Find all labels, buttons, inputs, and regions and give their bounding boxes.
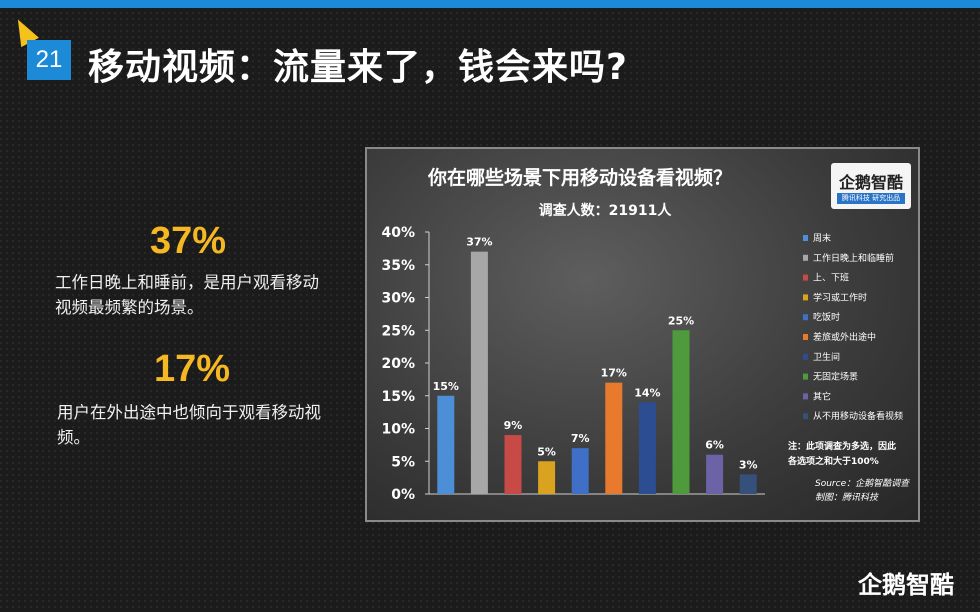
bar-value-label: 5%: [537, 445, 556, 458]
bar-value-label: 7%: [571, 432, 590, 445]
bar: [739, 474, 757, 494]
bar: [638, 402, 656, 494]
stat-value-1: 37%: [149, 220, 227, 262]
stat-text-1: 工作日晚上和睡前，是用户观看移动视频最频繁的场景。: [55, 273, 319, 317]
page-title: 移动视频：流量来了，钱会来吗?: [88, 47, 628, 88]
legend-label: 工作日晚上和临睡前: [813, 252, 894, 264]
legend-label: 从不用移动设备看视频: [813, 410, 903, 422]
page-number: 21: [27, 40, 71, 80]
y-tick-label: 30%: [381, 291, 415, 307]
bar: [605, 382, 623, 494]
y-tick-label: 10%: [381, 422, 415, 438]
chart-note-line-1: 注：此项调查为多选，因此: [788, 440, 896, 452]
bar-value-label: 14%: [634, 386, 660, 399]
chart-subtitle: 调查人数：21911人: [539, 202, 673, 219]
bar-value-label: 6%: [705, 439, 724, 452]
bar: [672, 330, 690, 494]
legend-swatch: [803, 413, 808, 420]
bar: [571, 448, 589, 494]
y-tick-label: 35%: [381, 258, 415, 274]
bar-chart: 你在哪些场景下用移动设备看视频？ 调查人数：21911人 0% 5% 10% 15% 20%…: [381, 166, 911, 503]
legend-label: 无固定场景: [813, 371, 858, 383]
bar-value-label: 15%: [433, 380, 459, 393]
stat-text-2: 用户在外出途中也倾向于观看移动视频。: [57, 403, 321, 447]
legend-label: 差旅或外出途中: [813, 331, 876, 343]
legend-swatch: [803, 314, 808, 321]
logo-tagline: 腾讯科技 研究出品: [837, 193, 905, 204]
bar: [706, 454, 724, 494]
chart-panel: 你在哪些场景下用移动设备看视频？ 调查人数：21911人 0% 5% 10% 15% 20%…: [365, 147, 920, 522]
chart-source: Source：企鹅智酷调查: [815, 478, 911, 489]
y-tick-label: 15%: [381, 389, 415, 405]
legend-swatch: [803, 235, 808, 241]
legend-swatch: [803, 254, 808, 261]
legend-swatch: [803, 393, 808, 400]
legend-swatch: [803, 294, 808, 301]
logo-name: 企鹅智酷: [838, 173, 903, 192]
legend-label: 上、下班: [813, 272, 849, 284]
legend-label: 周末: [813, 232, 831, 244]
bar-value-label: 25%: [668, 314, 694, 327]
bar: [470, 251, 488, 494]
brand-logo: 企鹅智酷: [858, 571, 954, 599]
legend-swatch: [803, 274, 808, 281]
y-tick-label: 40%: [381, 225, 415, 241]
legend-label: 卫生间: [813, 351, 840, 363]
legend-label: 其它: [813, 390, 831, 402]
legend-label: 吃饭时: [813, 311, 840, 323]
y-tick-label: 20%: [381, 356, 415, 372]
bar: [504, 435, 522, 494]
chart-title: 你在哪些场景下用移动设备看视频？: [427, 166, 732, 189]
y-tick-label: 0%: [391, 487, 415, 503]
chart-credit: 制图：腾讯科技: [815, 492, 879, 503]
bar: [437, 395, 455, 494]
y-tick-label: 5%: [391, 454, 415, 470]
legend-swatch: [803, 334, 808, 340]
bar: [538, 461, 556, 494]
qie-zhiku-logo: 企鹅智酷 腾讯科技 研究出品: [831, 163, 911, 209]
bar-value-label: 3%: [739, 458, 758, 471]
legend-label: 学习或工作时: [813, 291, 867, 303]
bar-value-label: 17%: [601, 367, 627, 380]
bar-value-label: 37%: [466, 236, 492, 249]
legend-swatch: [803, 373, 808, 380]
top-accent-bar: [0, 0, 980, 8]
bar-value-label: 9%: [504, 419, 523, 432]
y-tick-label: 25%: [381, 323, 415, 339]
stat-value-2: 17%: [153, 348, 231, 390]
chart-note-line-2: 各选项之和大于100%: [787, 455, 879, 467]
legend-swatch: [803, 353, 808, 360]
